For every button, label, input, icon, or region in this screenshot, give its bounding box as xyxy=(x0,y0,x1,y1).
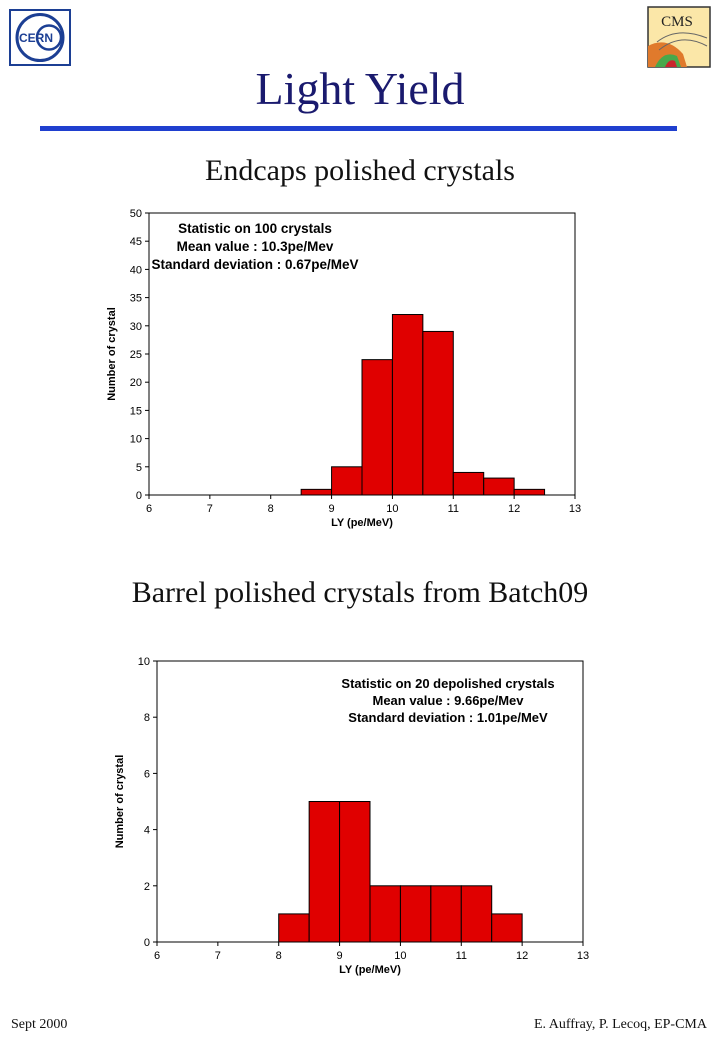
barrel-histogram: 0 2 4 6 8 10 6 7 8 9 10 11 12 13 LY (pe/MeV) Number of … xyxy=(114,656,589,976)
y-tick-label: 40 xyxy=(130,264,142,276)
x-tick-label: 8 xyxy=(276,950,282,962)
y-tick-label: 0 xyxy=(144,937,150,949)
histogram-bar xyxy=(331,466,363,496)
endcaps-histogram: 0 5 10 15 20 25 30 35 40 45 50 6 7 8 9 10 11 12 13 LY (pe/M… xyxy=(106,208,581,529)
stats-annotation: Mean value : 10.3pe/Mev xyxy=(177,239,334,254)
y-tick-label: 4 xyxy=(144,825,150,837)
section-title-barrel: Barrel polished crystals from Batch09 xyxy=(131,576,589,609)
histogram-bar xyxy=(422,330,454,496)
x-tick-label: 12 xyxy=(508,503,520,515)
stats-annotation: Mean value : 9.66pe/Mev xyxy=(372,693,524,708)
y-tick-label: 10 xyxy=(130,434,142,446)
histogram-bar xyxy=(369,885,401,943)
histogram-bar xyxy=(391,314,424,496)
page-title: Light Yield xyxy=(255,63,465,114)
cms-logo-text: CMS xyxy=(661,14,693,30)
stats-annotation: Standard deviation : 1.01pe/MeV xyxy=(348,710,548,725)
histogram-bar xyxy=(513,488,546,496)
y-tick-label: 10 xyxy=(138,656,150,668)
y-tick-label: 5 xyxy=(136,462,142,474)
y-axis-label: Number of crystal xyxy=(114,755,126,849)
x-tick-label: 6 xyxy=(146,503,152,515)
histogram-bar xyxy=(430,885,462,943)
title-underline xyxy=(40,126,677,131)
x-tick-label: 8 xyxy=(268,503,274,515)
x-tick-label: 12 xyxy=(516,950,528,962)
x-tick-label: 11 xyxy=(448,503,459,515)
x-tick-label: 7 xyxy=(215,950,221,962)
histogram-bar xyxy=(308,801,341,943)
x-tick-label: 11 xyxy=(456,950,467,962)
x-tick-label: 9 xyxy=(329,503,335,515)
histogram-bar xyxy=(452,471,485,496)
y-tick-label: 25 xyxy=(130,349,142,361)
y-tick-label: 30 xyxy=(130,321,142,333)
y-tick-label: 15 xyxy=(130,405,142,417)
histogram-bar xyxy=(483,477,515,496)
x-tick-label: 9 xyxy=(337,950,343,962)
stats-annotation: Statistic on 100 crystals xyxy=(178,221,332,236)
x-axis-label: LY (pe/MeV) xyxy=(339,964,401,976)
histogram-bar xyxy=(339,801,371,943)
x-axis-label: LY (pe/MeV) xyxy=(331,517,393,529)
x-tick-label: 6 xyxy=(154,950,160,962)
x-tick-label: 13 xyxy=(569,503,581,515)
x-tick-label: 10 xyxy=(394,950,406,962)
histogram-bar xyxy=(300,488,333,496)
histogram-bar xyxy=(361,359,393,496)
y-tick-label: 20 xyxy=(130,377,142,389)
histogram-bar xyxy=(460,885,493,943)
y-tick-label: 2 xyxy=(144,881,150,893)
y-tick-label: 6 xyxy=(144,768,150,780)
y-axis-label: Number of crystal xyxy=(106,307,118,401)
footer-authors: E. Auffray, P. Lecoq, EP-CMA xyxy=(533,1017,707,1032)
stats-annotation: Standard deviation : 0.67pe/MeV xyxy=(151,257,358,272)
y-tick-label: 45 xyxy=(130,236,142,248)
histogram-bar xyxy=(399,885,432,943)
section-title-endcaps: Endcaps polished crystals xyxy=(205,154,515,187)
y-tick-label: 0 xyxy=(136,490,142,502)
cms-logo: CMS xyxy=(647,6,711,68)
y-tick-label: 50 xyxy=(130,208,142,220)
footer-date: Sept 2000 xyxy=(11,1017,68,1032)
x-tick-label: 7 xyxy=(207,503,213,515)
stats-annotation: Statistic on 20 depolished crystals xyxy=(341,676,554,691)
histogram-bar xyxy=(278,913,310,943)
cern-logo: CERN xyxy=(9,9,71,66)
x-tick-label: 10 xyxy=(386,503,398,515)
cern-logo-text: CERN xyxy=(19,31,53,45)
histogram-bar xyxy=(491,913,523,943)
y-tick-label: 8 xyxy=(144,712,150,724)
y-tick-label: 35 xyxy=(130,293,142,305)
x-tick-label: 13 xyxy=(577,950,589,962)
